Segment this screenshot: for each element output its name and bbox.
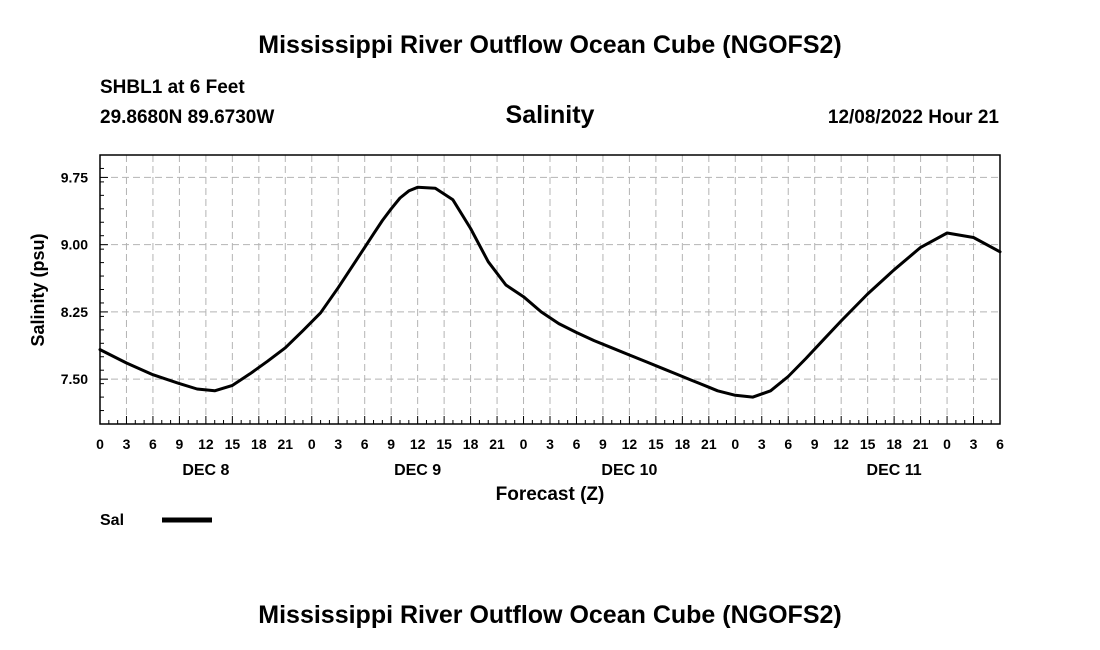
forecast-timestamp: 12/08/2022 Hour 21 (827, 107, 999, 128)
x-axis-title: Forecast (Z) (496, 484, 605, 505)
x-tick-label: 0 (308, 436, 316, 452)
x-tick-label: 6 (784, 436, 792, 452)
x-tick-label: 15 (860, 436, 876, 452)
date-label: DEC 8 (182, 462, 229, 479)
y-axis-title: Salinity (psu) (28, 233, 48, 346)
legend-label: Sal (100, 512, 124, 529)
chart-title: Mississippi River Outflow Ocean Cube (NG… (258, 31, 842, 59)
date-label: DEC 9 (394, 462, 441, 479)
legend: Sal (100, 512, 212, 529)
x-tick-label: 18 (675, 436, 691, 452)
x-tick-label: 15 (225, 436, 241, 452)
x-tick-label: 21 (913, 436, 929, 452)
x-tick-label: 3 (758, 436, 766, 452)
y-tick-label: 9.00 (61, 237, 88, 253)
x-tick-label: 6 (573, 436, 581, 452)
x-tick-label: 6 (361, 436, 369, 452)
x-tick-label: 15 (648, 436, 664, 452)
x-tick-label: 18 (251, 436, 267, 452)
x-tick-label: 0 (943, 436, 951, 452)
x-tick-label: 0 (731, 436, 739, 452)
x-tick-label: 12 (833, 436, 849, 452)
x-tick-label: 3 (970, 436, 978, 452)
axis-ticks: 0 3 6 9 12 15 18 21 0 3 6 9 12 15 18 21 0 3 6 9 12 15 18 21 0 3 6 9… (61, 154, 1004, 479)
y-tick-label: 8.25 (61, 304, 88, 320)
x-tick-label: 12 (622, 436, 638, 452)
x-tick-label: 18 (463, 436, 479, 452)
date-label: DEC 10 (601, 462, 657, 479)
y-tick-label: 7.50 (61, 371, 88, 387)
x-tick-label: 6 (149, 436, 157, 452)
x-tick-label: 12 (410, 436, 426, 452)
x-tick-label: 6 (996, 436, 1004, 452)
series-layer (98, 185, 1002, 399)
x-tick-label: 12 (198, 436, 214, 452)
date-label: DEC 11 (867, 462, 922, 479)
station-coordinates: 29.8680N 89.6730W (100, 107, 275, 128)
x-tick-label: 21 (701, 436, 717, 452)
y-tick-label: 9.75 (61, 169, 88, 185)
grid (100, 155, 1000, 424)
x-tick-label: 21 (278, 436, 294, 452)
x-tick-label: 9 (387, 436, 395, 452)
variable-title: Salinity (505, 101, 595, 129)
x-tick-label: 0 (96, 436, 104, 452)
x-tick-label: 15 (436, 436, 452, 452)
x-tick-label: 9 (599, 436, 607, 452)
series-line-sal (98, 185, 1002, 399)
footer-title: Mississippi River Outflow Ocean Cube (NG… (258, 601, 842, 629)
x-tick-label: 21 (489, 436, 505, 452)
x-tick-label: 3 (123, 436, 131, 452)
x-tick-label: 9 (811, 436, 819, 452)
x-tick-label: 9 (176, 436, 184, 452)
x-tick-label: 3 (546, 436, 554, 452)
x-tick-label: 18 (886, 436, 902, 452)
x-tick-label: 3 (334, 436, 342, 452)
x-tick-label: 0 (520, 436, 528, 452)
station-label: SHBL1 at 6 Feet (100, 77, 245, 98)
